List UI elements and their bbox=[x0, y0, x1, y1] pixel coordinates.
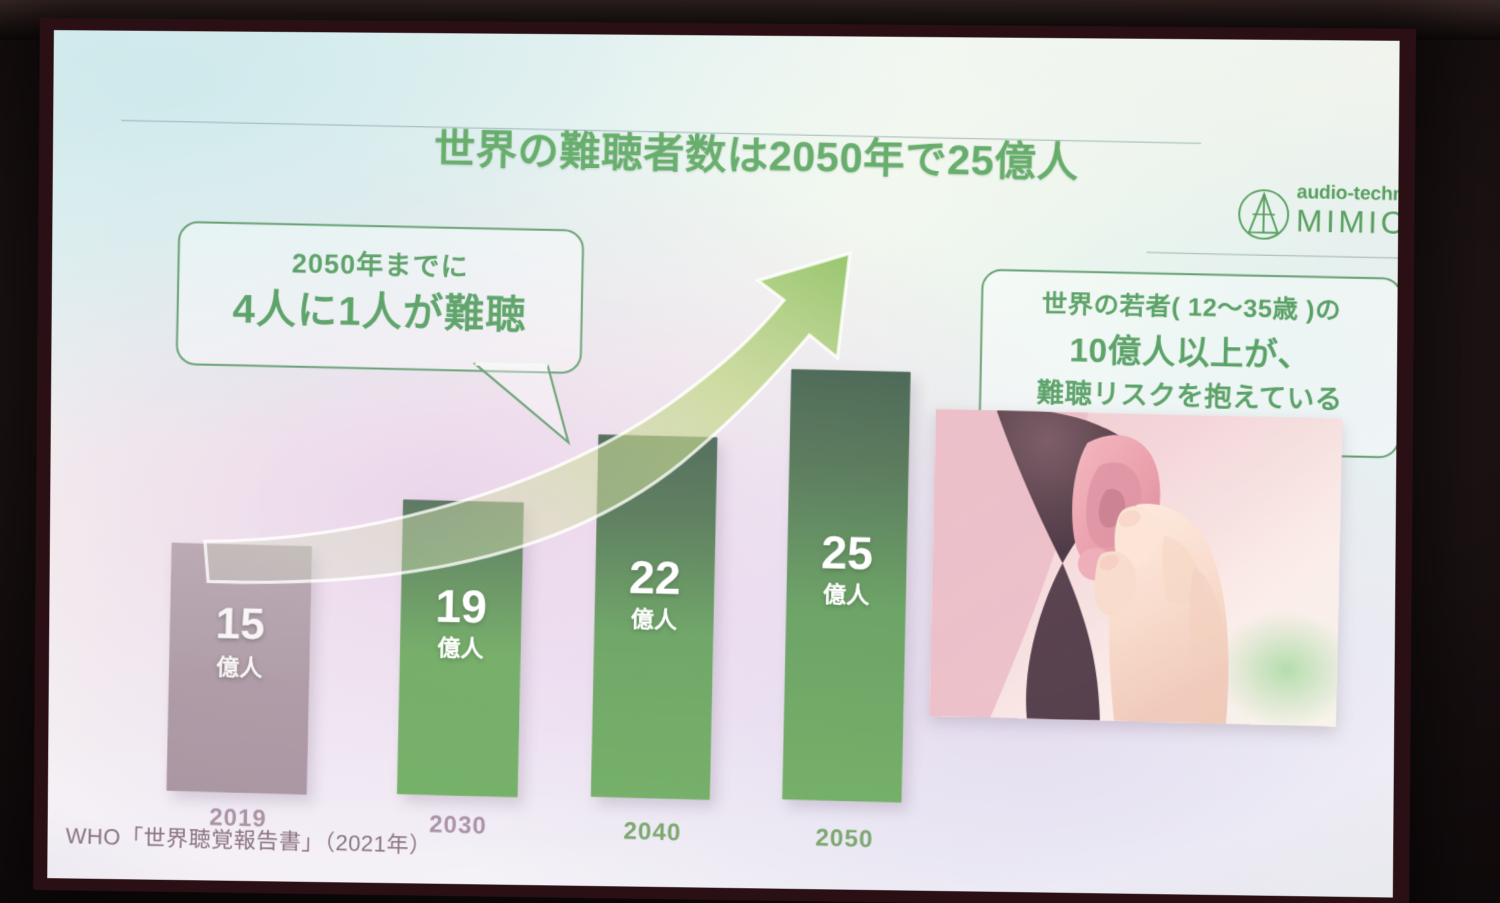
callout-left-tail bbox=[471, 362, 584, 455]
bar-unit-2050: 億人 bbox=[822, 581, 870, 609]
bar-value-2040: 22 bbox=[628, 550, 682, 605]
ear-closeup-photo bbox=[929, 409, 1343, 727]
bar-2019: 15 億人 bbox=[166, 542, 313, 795]
projection-screen: 世界の難聴者数は2050年で25億人 audio-technica MIMIO bbox=[33, 18, 1417, 903]
presentation-slide: 世界の難聴者数は2050年で25億人 audio-technica MIMIO bbox=[47, 30, 1400, 898]
bar-2040: 22 億人 bbox=[590, 434, 718, 800]
axis-label-2040: 2040 bbox=[623, 817, 682, 847]
callout-bubble-left: 2050年までに 4人に1人が難聴 bbox=[175, 220, 585, 375]
bar-value-2019: 15 bbox=[215, 598, 266, 650]
bar-2050: 25 億人 bbox=[782, 369, 911, 803]
bar-value-2030: 19 bbox=[434, 579, 488, 633]
ear-photo-graphic bbox=[929, 409, 1343, 727]
bar-unit-2040: 億人 bbox=[630, 605, 678, 634]
bar-unit-2019: 億人 bbox=[215, 653, 263, 682]
bar-value-2050: 25 bbox=[820, 525, 874, 580]
axis-label-2050: 2050 bbox=[815, 824, 874, 854]
bar-unit-2030: 億人 bbox=[436, 634, 484, 662]
bar-2030: 19 億人 bbox=[396, 499, 524, 798]
callout-left-line2: 4人に1人が難聴 bbox=[232, 287, 527, 338]
